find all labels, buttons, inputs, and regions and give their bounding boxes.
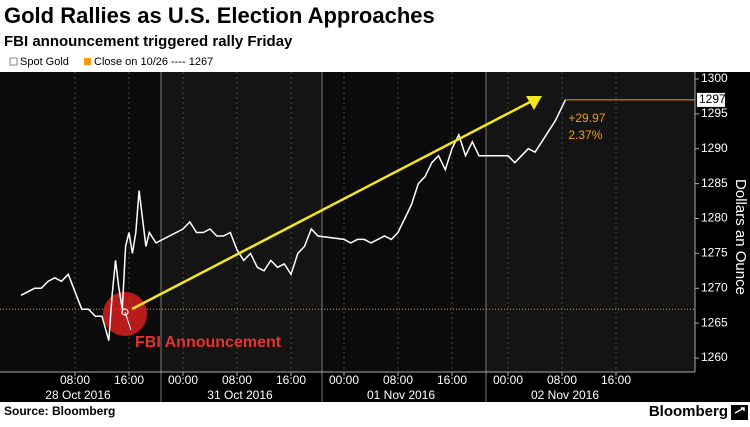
annotation-circle bbox=[103, 292, 147, 336]
y-tick-label: 1280 bbox=[701, 211, 728, 225]
annotation-label: FBI Announcement bbox=[135, 334, 282, 351]
x-date-label: 31 Oct 2016 bbox=[207, 388, 273, 402]
source: Source: Bloomberg bbox=[4, 404, 115, 418]
x-tick-label: 08:00 bbox=[383, 373, 413, 387]
x-tick-label: 16:00 bbox=[437, 373, 467, 387]
y-tick-label: 1290 bbox=[701, 141, 728, 155]
brand: Bloomberg bbox=[649, 403, 728, 420]
brand-icon bbox=[731, 405, 748, 420]
x-date-label: 02 Nov 2016 bbox=[531, 388, 599, 402]
y-tick-label: 1285 bbox=[701, 176, 728, 190]
x-tick-label: 00:00 bbox=[168, 373, 198, 387]
annotation-pointer bbox=[124, 311, 132, 331]
day-panel bbox=[486, 72, 695, 372]
y-tick-label: 1300 bbox=[701, 71, 728, 85]
day-panel bbox=[161, 72, 322, 372]
day-panel bbox=[322, 72, 486, 372]
last-value-label: 1297 bbox=[699, 92, 726, 106]
legend-marker bbox=[9, 57, 18, 66]
brand-icon-arrow bbox=[734, 407, 745, 414]
chart-title: Gold Rallies as U.S. Election Approaches bbox=[4, 3, 435, 28]
plot: 28 Oct 2016 31 Oct 2016 01 Nov 2016 02 Nov … bbox=[0, 71, 728, 402]
x-date-label: 28 Oct 2016 bbox=[45, 388, 111, 402]
last-value-box bbox=[697, 92, 725, 107]
x-tick-label: 16:00 bbox=[114, 373, 144, 387]
trend-arrow-head bbox=[526, 96, 542, 110]
change-pct-label: 2.37% bbox=[568, 128, 602, 142]
x-tick-label: 00:00 bbox=[329, 373, 359, 387]
x-tick-label: 16:00 bbox=[601, 373, 631, 387]
y-tick-label: 1265 bbox=[701, 315, 728, 329]
y-tick-label: 1275 bbox=[701, 246, 728, 260]
x-date-label: 01 Nov 2016 bbox=[367, 388, 435, 402]
x-tick-label: 08:00 bbox=[60, 373, 90, 387]
annotation-point bbox=[121, 308, 129, 316]
x-tick-label: 08:00 bbox=[222, 373, 252, 387]
x-tick-label: 16:00 bbox=[276, 373, 306, 387]
x-tick-label: 00:00 bbox=[493, 373, 523, 387]
x-tick-label: 08:00 bbox=[547, 373, 577, 387]
legend-marker bbox=[84, 58, 91, 65]
y-tick-label: 1295 bbox=[701, 106, 728, 120]
legend-label: Spot Gold bbox=[20, 56, 69, 68]
y-tick-label: 1270 bbox=[701, 280, 728, 294]
trend-arrow bbox=[131, 99, 533, 311]
change-label: +29.97 bbox=[568, 111, 605, 125]
y-axis-label: Dollars an Ounce bbox=[732, 179, 749, 295]
y-tick-label: 1260 bbox=[701, 350, 728, 364]
legend-label: Close on 10/26 ---- 1267 bbox=[94, 56, 213, 68]
chart-subtitle: FBI announcement triggered rally Friday bbox=[4, 33, 293, 50]
